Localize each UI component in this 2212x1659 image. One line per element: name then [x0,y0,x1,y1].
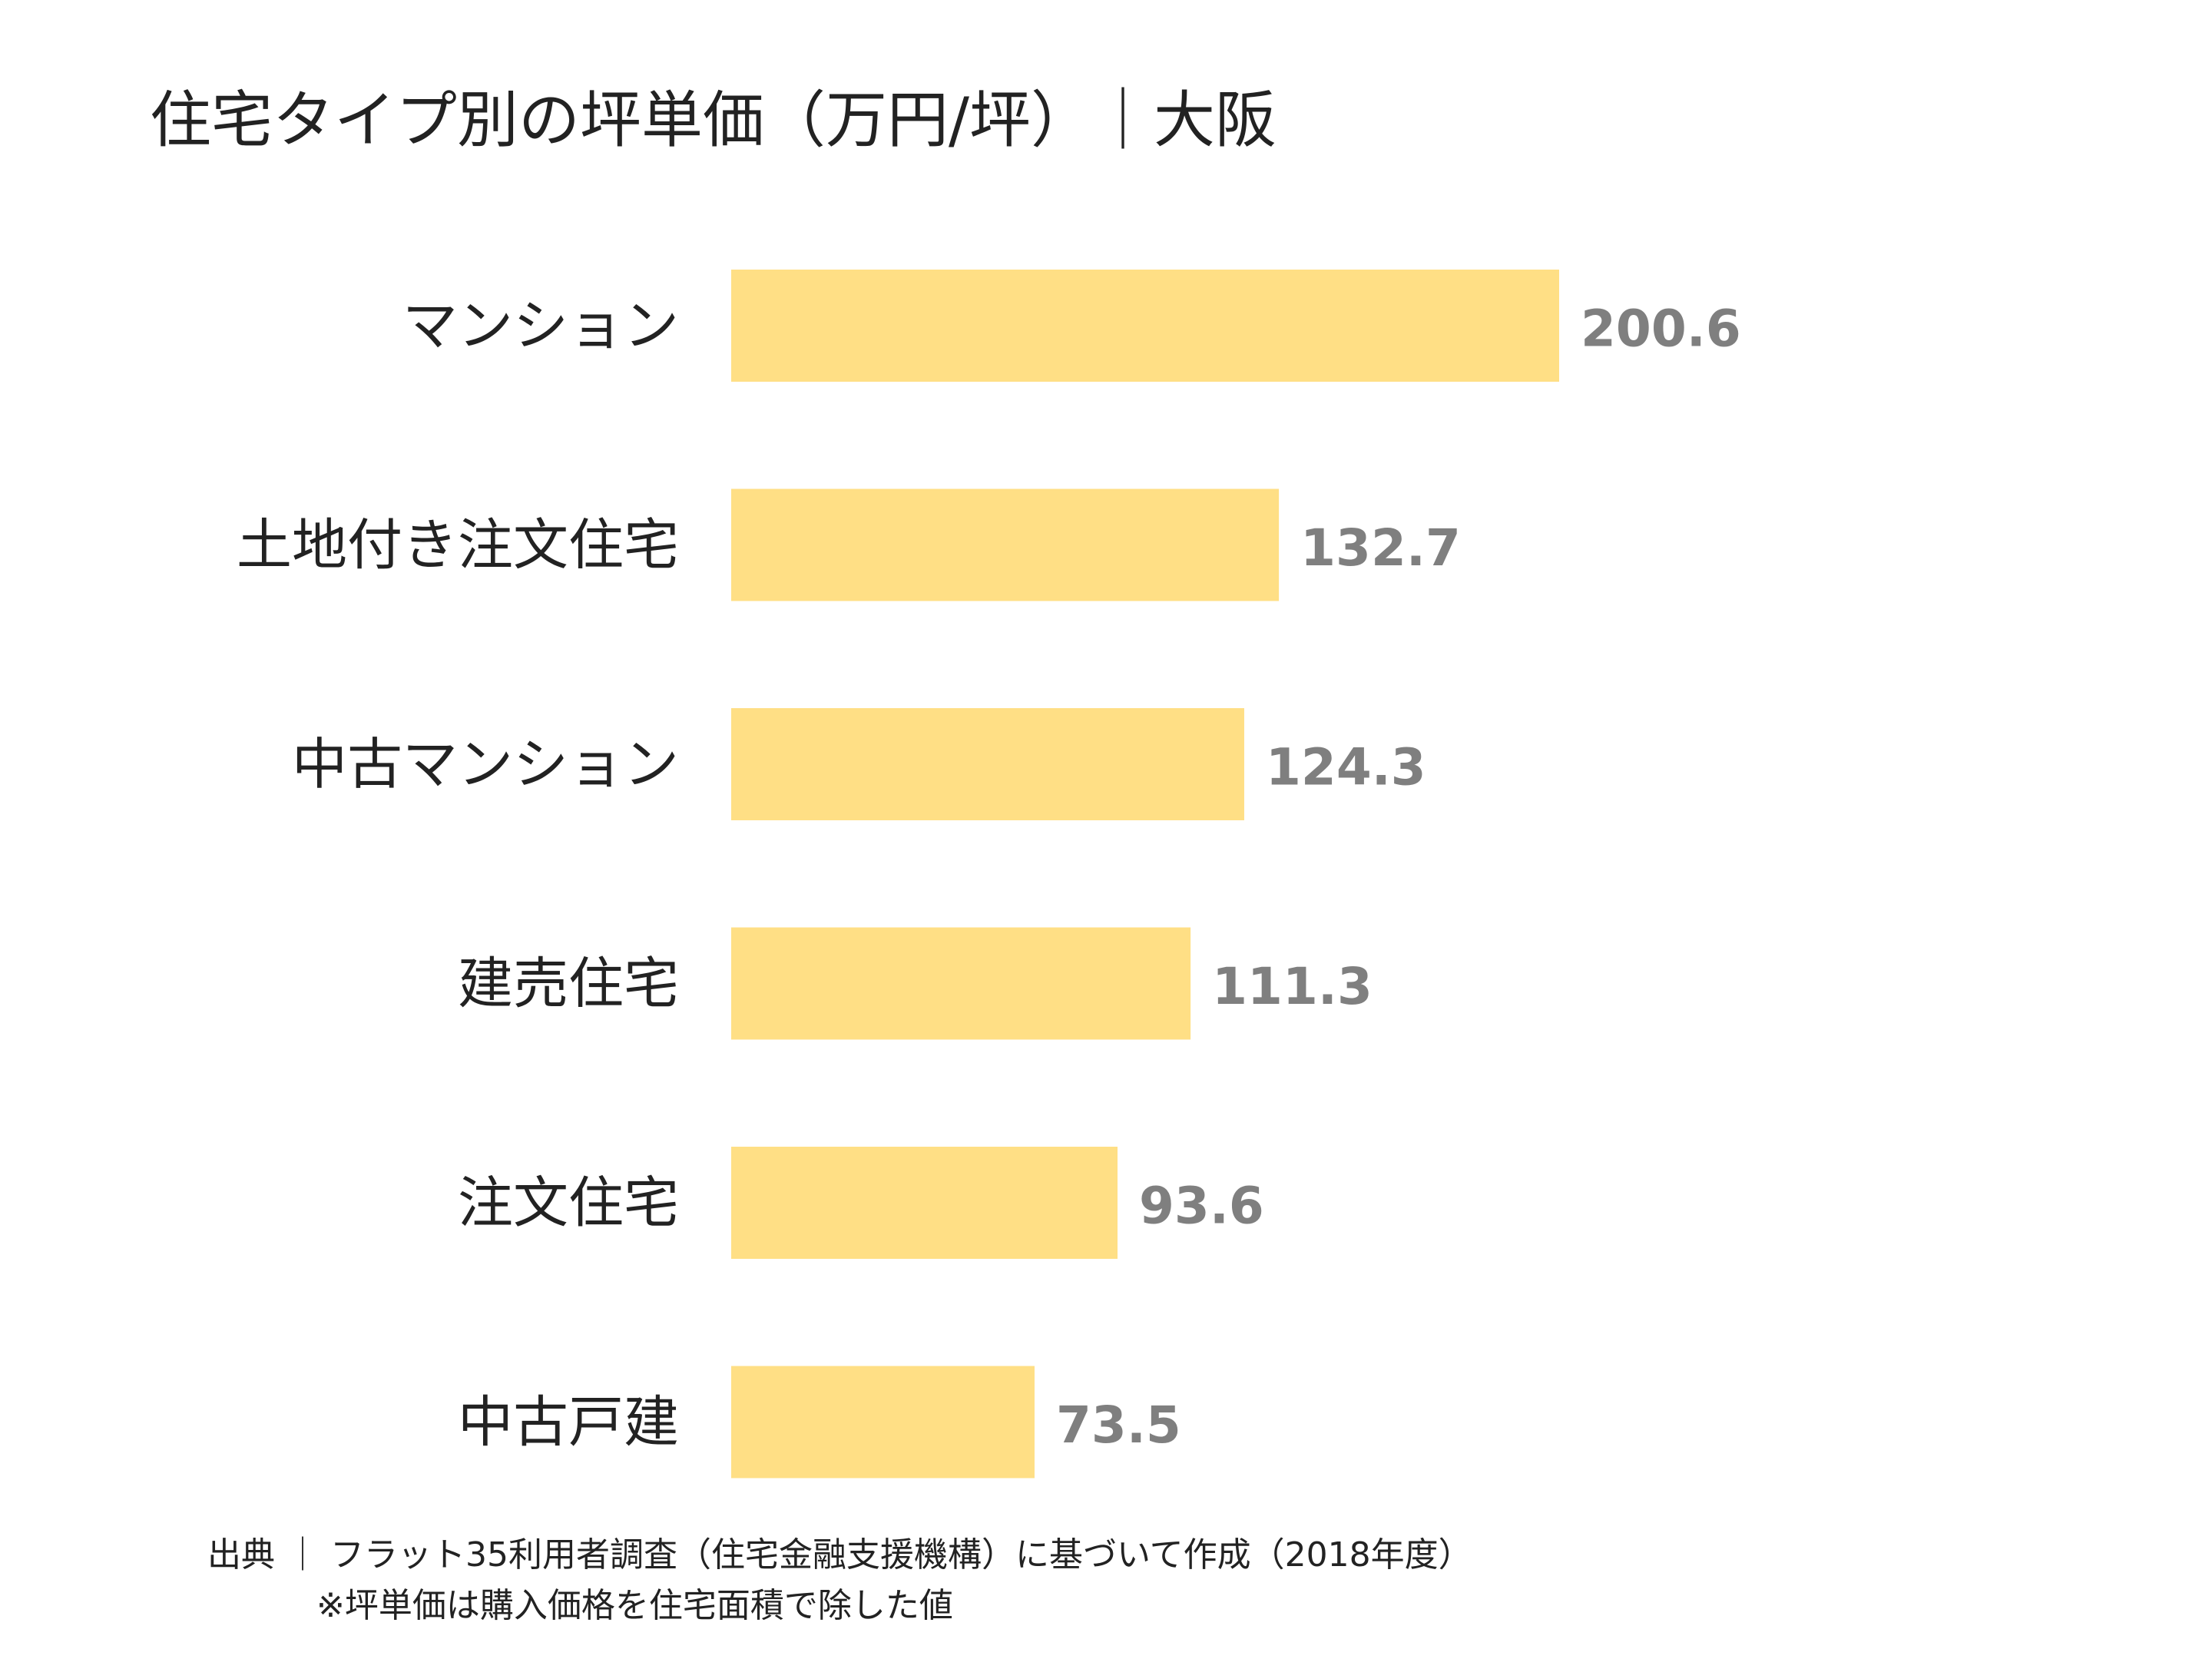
bar-0 [731,270,1559,382]
value-label-0: 200.6 [1581,300,1741,359]
value-label-5: 73.5 [1056,1396,1181,1455]
category-label-2: 中古マンション [292,732,679,796]
bar-1 [731,488,1280,601]
category-label-4: 注文住宅 [458,1171,679,1235]
category-label-1: 土地付き注文住宅 [237,513,679,578]
bar-2 [731,708,1244,820]
source-note: 出典 ｜ フラット35利用者調査（住宅金融支援機構）に基づいて作成（2018年度… [207,1535,1472,1575]
value-label-2: 124.3 [1266,738,1426,797]
bar-5 [731,1366,1035,1479]
definition-note: ※坪単価は購入価格を住宅面積で除した値 [316,1586,953,1625]
category-label-0: マンション [402,293,679,358]
value-label-3: 111.3 [1212,957,1373,1016]
category-label-3: 建売住宅 [458,952,679,1016]
value-label-4: 93.6 [1139,1177,1264,1236]
value-label-1: 132.7 [1300,518,1461,578]
bar-4 [731,1147,1118,1259]
chart-title: 住宅タイプ別の坪単価（万円/坪）｜大阪 [150,84,1277,156]
bar-3 [731,927,1191,1040]
category-label-5: 中古戸建 [458,1390,679,1455]
